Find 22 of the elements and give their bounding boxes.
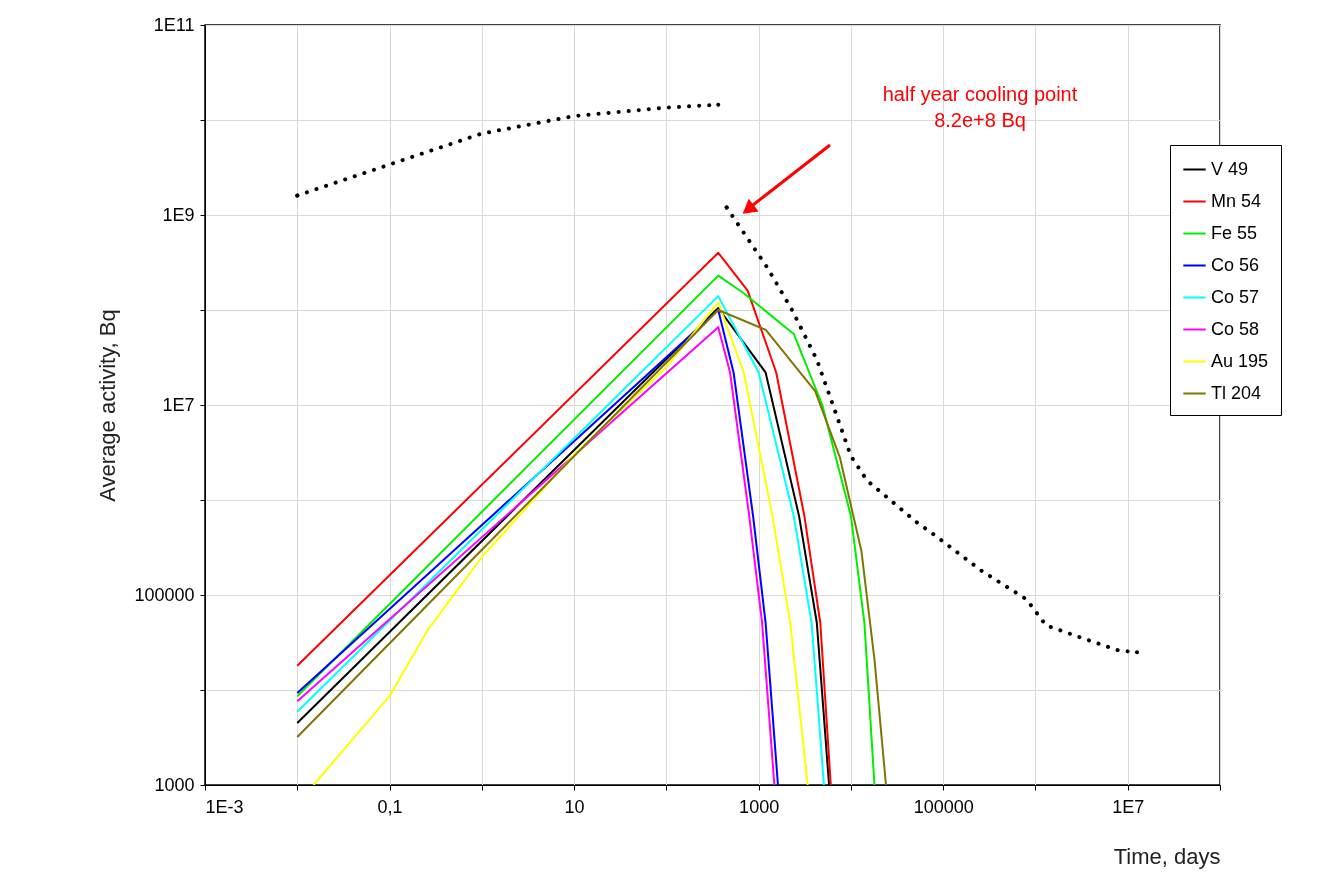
y-tick-label: 100000: [134, 584, 195, 605]
x-tick-label: 1E7: [1112, 796, 1145, 817]
legend-label: Fe 55: [1211, 222, 1258, 243]
x-tick-label: 100000: [913, 796, 974, 817]
x-tick-label: 0,1: [377, 796, 403, 817]
legend-label: V 49: [1211, 158, 1249, 179]
x-tick-label: 1E-3: [205, 796, 244, 817]
annotation: half year cooling point 8.2e+8 Bq: [882, 83, 1078, 131]
legend-label: Tl 204: [1211, 382, 1262, 403]
legend-label: Co 58: [1211, 318, 1260, 339]
y-tick-label: 1E7: [162, 394, 195, 415]
legend-label: Co 57: [1211, 286, 1260, 307]
legend-label: Mn 54: [1211, 190, 1262, 211]
y-tick-label: 1E9: [162, 204, 195, 225]
x-tick-label: 1000: [739, 796, 780, 817]
y-tick-label: 1000: [154, 774, 195, 795]
x-axis-title: Time, days: [1113, 843, 1221, 869]
y-axis-title: Average activity, Bq: [95, 309, 121, 502]
x-tick-label: 10: [564, 796, 585, 817]
y-tick-label: 1E11: [153, 14, 195, 35]
legend-label: Au 195: [1211, 350, 1269, 371]
legend-label: Co 56: [1211, 254, 1260, 275]
